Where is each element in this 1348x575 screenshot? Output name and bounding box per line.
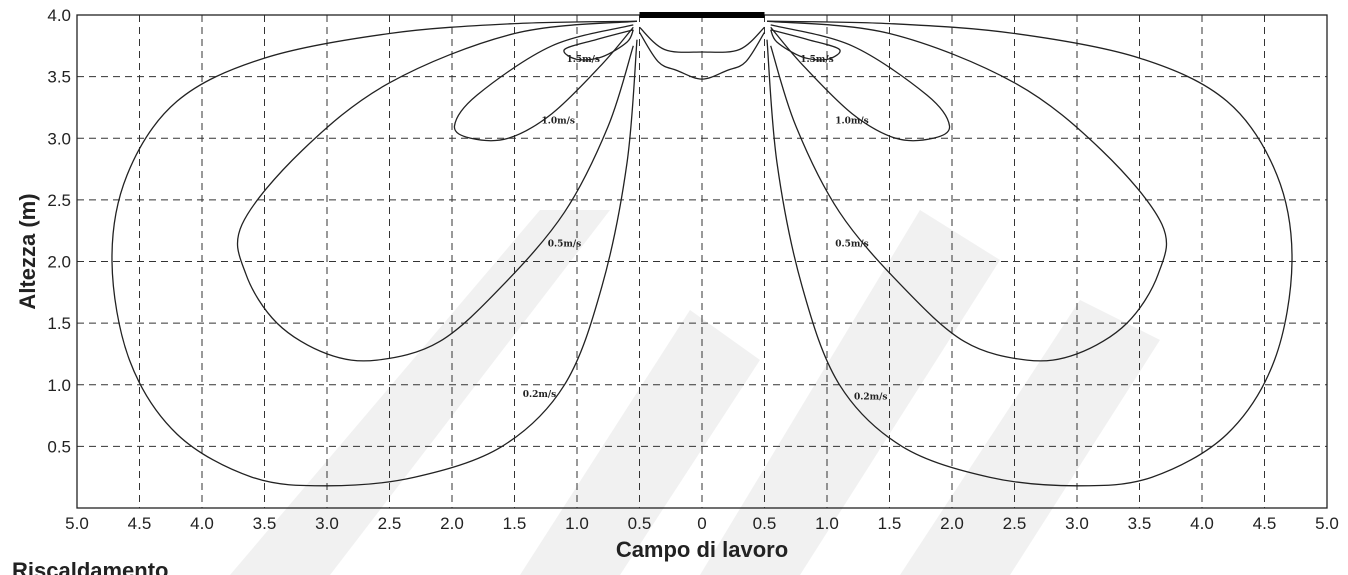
watermark [230,210,1160,575]
contour-label-6: 1.0m/s [835,116,869,126]
chart-caption: Riscaldamento [12,560,169,575]
x-tick-label-3: 3.5 [253,514,277,533]
x-tick-label-14: 2.0 [940,514,964,533]
contour-label-3: 1.5m/s [566,55,600,65]
x-tick-label-4: 3.0 [315,514,339,533]
x-tick-label-8: 1.0 [565,514,589,533]
contour-line-5 [766,20,1168,362]
contour-line-0 [111,20,638,487]
x-tick-label-11: 0.5 [753,514,777,533]
contour-label-2: 1.0m/s [541,116,575,126]
x-tick-label-15: 2.5 [1003,514,1027,533]
chart-grid [77,15,1327,508]
y-axis-title: Altezza (m) [15,193,40,309]
x-tick-label-19: 4.5 [1253,514,1277,533]
y-tick-label-3: 2.0 [47,253,71,272]
contour-line-7 [770,29,841,61]
contour-line-2 [453,24,634,142]
contour-line-9 [638,31,766,80]
x-tick-label-9: 0.5 [628,514,652,533]
x-tick-label-13: 1.5 [878,514,902,533]
x-tick-label-12: 1.0 [815,514,839,533]
contour-line-8 [639,26,765,53]
air-curtain-emitter [639,12,765,18]
x-tick-label-7: 1.5 [503,514,527,533]
y-tick-label-5: 3.0 [47,129,71,148]
y-tick-label-2: 1.5 [47,314,71,333]
watermark-stripe-3 [900,300,1160,575]
x-tick-label-16: 3.0 [1065,514,1089,533]
plot-frame [76,12,1328,509]
y-tick-label-6: 3.5 [47,68,71,87]
contour-label-1: 0.5m/s [548,240,582,250]
watermark-stripe-0 [230,210,610,575]
x-tick-label-18: 4.0 [1190,514,1214,533]
y-tick-label-0: 0.5 [47,437,71,456]
contour-line-6 [770,24,951,142]
x-tick-label-2: 4.0 [190,514,214,533]
x-tick-label-0: 5.0 [65,514,89,533]
y-tick-label-4: 2.5 [47,191,71,210]
y-tick-label-1: 1.0 [47,376,71,395]
x-tick-label-1: 4.5 [128,514,152,533]
x-tick-label-10: 0 [697,514,706,533]
tick-labels: 5.0 4.5 4.0 3.5 3.0 2.5 2.0 1.5 1.0 0.5 0 0.5 1.0 1.5… [47,6,1338,533]
y-tick-label-7: 4.0 [47,6,71,25]
contour-label-4: 0.2m/s [854,393,888,403]
contour-label-5: 0.5m/s [835,240,869,250]
watermark-stripe-1 [520,310,760,575]
x-axis-title: Campo di lavoro [616,537,788,562]
contour-label-0: 0.2m/s [523,390,557,400]
contour-line-3 [563,29,634,61]
watermark-stripe-2 [700,210,1000,575]
contour-label-7: 1.5m/s [800,55,834,65]
contour-line-1 [236,20,638,362]
x-tick-label-5: 2.5 [378,514,402,533]
contour-line-4 [766,20,1293,487]
x-tick-label-6: 2.0 [440,514,464,533]
x-tick-label-17: 3.5 [1128,514,1152,533]
x-tick-label-20: 5.0 [1315,514,1339,533]
velocity-contours: 0.2m/s 0.5m/s 1.0m/s 1.5m/s 0.2m/s 0.5m/s 1.0m… [111,20,1293,487]
